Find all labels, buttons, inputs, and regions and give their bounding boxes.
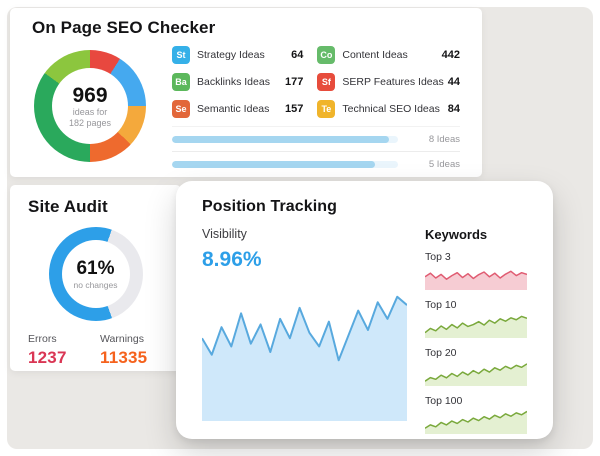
position-tracking-title: Position Tracking xyxy=(202,198,338,215)
visibility-panel: Visibility 8.96% xyxy=(202,227,407,434)
ideas-donut-caption-line2: 182 pages xyxy=(68,117,112,128)
ideas-donut-chart: 969 ideas for 182 pages xyxy=(34,50,146,162)
warnings-label: Warnings xyxy=(100,333,144,345)
idea-category-label: Technical SEO Ideas xyxy=(342,103,440,115)
idea-category-label: Content Ideas xyxy=(342,49,408,61)
position-tracking-card: Position Tracking Visibility 8.96% Keywo… xyxy=(176,181,553,439)
keyword-range-label: Top 10 xyxy=(425,299,457,311)
progress-label: 8 Ideas xyxy=(428,134,460,145)
dashboard-backdrop: On Page SEO Checker 969 ideas for 182 pa… xyxy=(7,7,593,449)
keyword-range-label: Top 3 xyxy=(425,251,451,263)
ideas-donut-center: 969 ideas for 182 pages xyxy=(52,68,128,144)
visibility-area-chart xyxy=(202,283,407,421)
serp-features-ideas-badge-icon: Sf xyxy=(317,73,336,91)
site-audit-gauge-wrap: 61% no changes xyxy=(28,227,163,321)
errors-value: 1237 xyxy=(28,348,67,367)
idea-category-count: 64 xyxy=(291,49,304,61)
idea-category-technical-seo[interactable]: Te Technical SEO Ideas 84 xyxy=(317,100,460,118)
idea-category-count: 157 xyxy=(285,103,304,115)
keyword-range-top-10[interactable]: Top 10 xyxy=(425,299,527,338)
keyword-range-top-100[interactable]: Top 100 xyxy=(425,395,527,434)
visibility-label: Visibility xyxy=(202,227,247,241)
site-health-percent: 61% xyxy=(76,258,115,279)
ideas-donut-caption-line1: ideas for xyxy=(72,106,108,117)
ideas-grid: St Strategy Ideas 64 Ba Backlinks Ideas … xyxy=(172,46,460,118)
ideas-progress-row-1: 8 Ideas xyxy=(172,127,460,151)
semantic-ideas-badge-icon: Se xyxy=(172,100,190,118)
technical-seo-ideas-badge-icon: Te xyxy=(317,100,336,118)
progress-track xyxy=(172,136,398,143)
idea-category-label: SERP Features Ideas xyxy=(342,76,444,88)
idea-category-label: Semantic Ideas xyxy=(197,103,270,115)
errors-stat[interactable]: Errors 1237 xyxy=(28,333,86,368)
ideas-progress-row-2: 5 Ideas xyxy=(172,151,460,176)
keyword-range-top-20[interactable]: Top 20 xyxy=(425,347,527,386)
keywords-heading: Keywords xyxy=(425,227,488,242)
ideas-list-column: St Strategy Ideas 64 Ba Backlinks Ideas … xyxy=(172,46,460,176)
idea-category-count: 44 xyxy=(447,76,460,88)
keyword-range-label: Top 20 xyxy=(425,347,457,359)
idea-category-strategy[interactable]: St Strategy Ideas 64 xyxy=(172,46,303,64)
site-audit-gauge-chart: 61% no changes xyxy=(48,227,143,321)
progress-fill xyxy=(172,136,389,143)
keywords-panel: Keywords Top 3 Top 10 Top 20 Top 100 xyxy=(425,227,527,434)
idea-category-count: 177 xyxy=(285,76,304,88)
top-10-sparkline-chart xyxy=(425,314,527,338)
idea-category-count: 442 xyxy=(441,49,460,61)
progress-label: 5 Ideas xyxy=(428,159,460,170)
top-20-sparkline-chart xyxy=(425,362,527,386)
progress-fill xyxy=(172,161,376,168)
ideas-total-count: 969 xyxy=(72,83,108,107)
content-ideas-badge-icon: Co xyxy=(317,46,336,64)
on-page-seo-checker-title: On Page SEO Checker xyxy=(32,18,216,37)
idea-category-count: 84 xyxy=(447,103,460,115)
on-page-seo-checker-card: On Page SEO Checker 969 ideas for 182 pa… xyxy=(10,8,482,177)
idea-category-backlinks[interactable]: Ba Backlinks Ideas 177 xyxy=(172,73,303,91)
ideas-donut-wrap: 969 ideas for 182 pages xyxy=(32,46,172,176)
site-audit-stats: Errors 1237 Warnings 11335 xyxy=(28,333,163,368)
ideas-progress-bars: 8 Ideas 5 Ideas xyxy=(172,126,460,176)
position-tracking-body: Visibility 8.96% Keywords Top 3 Top 10 T… xyxy=(202,227,527,434)
backlinks-ideas-badge-icon: Ba xyxy=(172,73,190,91)
idea-category-semantic[interactable]: Se Semantic Ideas 157 xyxy=(172,100,303,118)
idea-category-content[interactable]: Co Content Ideas 442 xyxy=(317,46,460,64)
idea-category-serp-features[interactable]: Sf SERP Features Ideas 44 xyxy=(317,73,460,91)
idea-category-label: Backlinks Ideas xyxy=(197,76,270,88)
top-100-sparkline-chart xyxy=(425,410,527,434)
progress-track xyxy=(172,161,398,168)
top-3-sparkline-chart xyxy=(425,266,527,290)
site-audit-title: Site Audit xyxy=(28,197,108,216)
site-health-caption: no changes xyxy=(73,280,118,290)
errors-label: Errors xyxy=(28,333,57,345)
strategy-ideas-badge-icon: St xyxy=(172,46,190,64)
warnings-stat[interactable]: Warnings 11335 xyxy=(100,333,158,368)
idea-category-label: Strategy Ideas xyxy=(197,49,265,61)
site-audit-card: Site Audit 61% no changes Errors 1237 Wa… xyxy=(10,185,181,371)
warnings-value: 11335 xyxy=(100,348,148,367)
visibility-value: 8.96% xyxy=(202,248,262,271)
site-audit-gauge-center: 61% no changes xyxy=(61,240,130,308)
keyword-range-top-3[interactable]: Top 3 xyxy=(425,251,527,290)
keyword-range-label: Top 100 xyxy=(425,395,463,407)
on-page-seo-body: 969 ideas for 182 pages St Strategy Idea… xyxy=(32,46,460,176)
